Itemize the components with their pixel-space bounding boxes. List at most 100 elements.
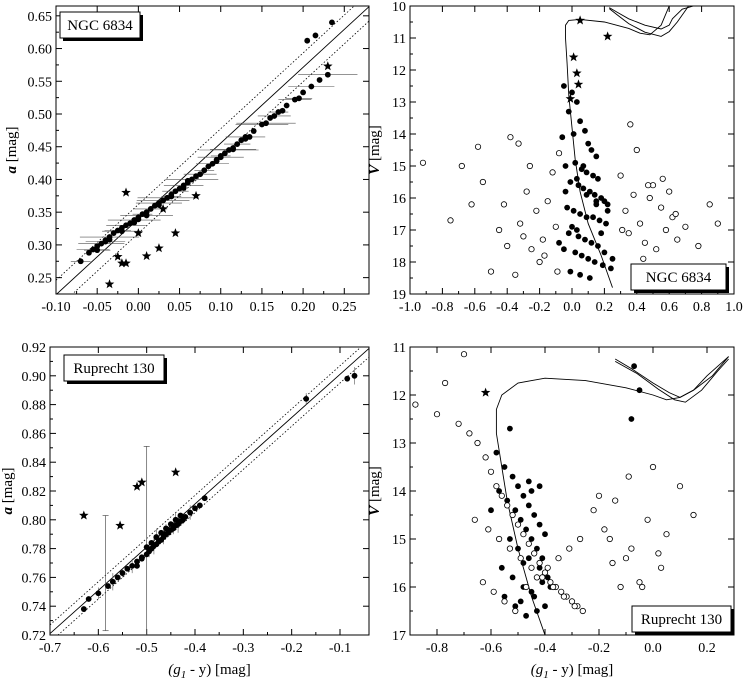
x-tick-label: 0.2 <box>596 300 614 315</box>
data-point <box>129 562 136 569</box>
data-point-open <box>495 226 503 234</box>
legend-box <box>59 11 141 39</box>
panel-ruprecht130-cmd: -0.8 -0.6 -0.4 -0.2 0.0 0.2 11 12 13 14 15 16 17 Rupr… <box>367 341 735 681</box>
data-point <box>590 214 596 221</box>
data-point <box>542 531 548 538</box>
data-point <box>86 249 92 256</box>
data-point <box>596 217 603 224</box>
data-point <box>539 579 546 586</box>
data-point-open <box>568 598 576 605</box>
star-point <box>191 190 201 200</box>
y-tick-label: 0.30 <box>28 239 53 254</box>
star-point <box>170 228 181 238</box>
data-point <box>573 99 580 105</box>
panel-ngc6834-a-vs-color: -0.10 -0.05 0.00 0.05 0.10 0.15 0.20 0.25 0.25 0.… <box>4 5 370 315</box>
data-point-open <box>514 521 522 528</box>
star-point <box>573 79 584 89</box>
data-point <box>263 120 269 127</box>
star-point <box>104 279 115 289</box>
y-tick-label: 13 <box>392 96 406 111</box>
data-point <box>598 230 605 237</box>
y-tick-label: 0.65 <box>28 10 53 25</box>
star-point <box>154 243 164 253</box>
data-point <box>496 488 502 494</box>
data-point <box>569 89 575 96</box>
data-point <box>296 95 302 102</box>
data-point <box>77 258 84 265</box>
data-point-open <box>676 483 684 490</box>
plot-frame <box>409 346 735 636</box>
data-point-open <box>455 420 462 427</box>
data-point-open <box>495 535 503 543</box>
data-point <box>569 223 575 230</box>
data-point-open <box>627 121 634 128</box>
data-point-open <box>471 516 478 523</box>
data-point <box>607 265 614 272</box>
data-point-open <box>517 220 524 227</box>
data-point <box>344 375 351 382</box>
x-tick-label: -0.4 <box>534 641 556 656</box>
isochrone-line <box>609 6 694 30</box>
y-tick-label: 14 <box>392 485 406 500</box>
data-point <box>153 534 160 540</box>
y-tick-label: 0.60 <box>28 43 53 58</box>
star-point <box>141 251 152 261</box>
data-point <box>85 596 92 602</box>
data-point-open <box>558 588 565 595</box>
star-point <box>323 61 333 71</box>
star-point <box>575 15 585 25</box>
y-axis-label: V [mag] <box>367 125 383 175</box>
data-point <box>303 395 310 402</box>
x-tick-label: -0.8 <box>426 641 448 656</box>
data-point <box>562 163 569 169</box>
data-point <box>572 159 579 166</box>
data-point <box>525 555 532 562</box>
data-point-open <box>466 430 473 437</box>
y-tick-label: 12 <box>392 389 406 404</box>
data-point-open <box>617 172 624 179</box>
data-point <box>196 502 203 509</box>
y-tick-label: 0.72 <box>22 629 47 644</box>
y-axis-label-symbol: a <box>4 166 20 174</box>
data-point <box>124 565 131 572</box>
data-point-open <box>663 531 670 538</box>
data-point-open <box>649 463 657 471</box>
data-point <box>578 252 585 259</box>
data-point-open <box>498 492 505 499</box>
plot-frame <box>409 5 735 295</box>
data-point-open <box>612 497 619 504</box>
data-point <box>586 275 593 281</box>
data-point-open <box>485 526 492 533</box>
data-point-open <box>674 236 681 243</box>
data-point-open <box>622 555 630 562</box>
x-tick-label: 0.15 <box>250 300 275 315</box>
star-point <box>170 467 181 477</box>
x-tick-label: -0.6 <box>464 300 486 315</box>
data-point-open <box>441 379 449 387</box>
data-point-open <box>419 159 427 166</box>
y-tick-label: 0.88 <box>22 399 47 414</box>
data-point-open <box>690 511 697 519</box>
y-tick-label: 11 <box>393 341 406 356</box>
data-point <box>501 593 508 600</box>
data-point <box>213 158 220 165</box>
x-tick-label: -0.3 <box>232 641 254 656</box>
data-point <box>534 608 540 614</box>
x-tick-label: -0.5 <box>136 641 158 656</box>
panel-ruprecht130-a-vs-color: -0.7 -0.6 -0.5 -0.4 -0.3 -0.2 -0.1 0.72 0.74 0.76… <box>0 341 370 681</box>
y-tick-label: 0.55 <box>28 75 53 90</box>
data-point <box>542 603 548 610</box>
data-point-open <box>507 134 514 141</box>
y-axis-label: V [mag] <box>367 466 383 516</box>
x-tick-label: -0.2 <box>529 300 551 315</box>
confidence-line <box>71 20 369 294</box>
data-point <box>94 247 101 254</box>
x-axis-label-subscript: 1 <box>543 669 549 681</box>
star-point <box>572 68 582 78</box>
data-point <box>570 207 577 214</box>
data-point-open <box>520 531 527 538</box>
x-tick-label: -0.4 <box>496 300 518 315</box>
data-point-open <box>479 178 486 186</box>
data-point-open <box>628 545 635 552</box>
data-point-open <box>528 246 535 253</box>
